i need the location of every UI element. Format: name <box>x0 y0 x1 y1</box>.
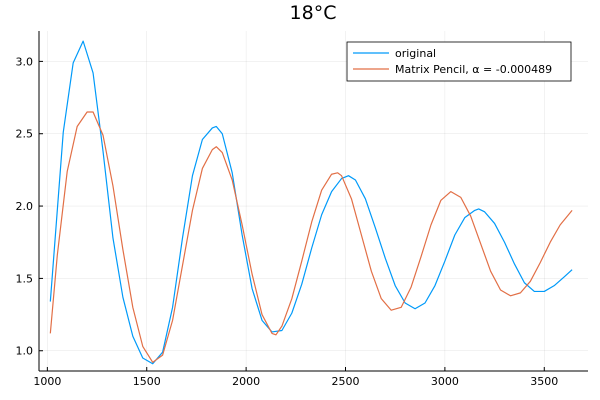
legend-box <box>346 41 572 82</box>
legend-label: original <box>395 47 436 60</box>
x-tick-label: 3000 <box>431 375 459 388</box>
grid-lines <box>39 31 588 371</box>
series-line-matrix-pencil <box>49 111 573 363</box>
y-tick-label: 1.0 <box>16 345 34 358</box>
legend-label: Matrix Pencil, α = -0.000489 <box>395 63 552 76</box>
y-tick-label: 2.5 <box>16 128 34 141</box>
y-tick-label: 1.5 <box>16 272 34 285</box>
y-tick-labels: 1.0 1.5 2.0 2.5 3.0 <box>16 55 34 357</box>
y-tick-label: 3.0 <box>16 55 34 68</box>
x-tick-label: 2500 <box>332 375 360 388</box>
legend: original Matrix Pencil, α = -0.000489 <box>346 41 572 82</box>
x-tick-label: 1000 <box>33 375 61 388</box>
x-tick-label: 1500 <box>133 375 161 388</box>
plot-series <box>49 40 573 365</box>
x-tick-label: 3500 <box>530 375 558 388</box>
y-tick-label: 2.0 <box>16 200 34 213</box>
series-line-original <box>49 40 573 365</box>
axes <box>38 31 588 372</box>
x-tick-label: 2000 <box>232 375 260 388</box>
x-tick-labels: 1000 1500 2000 2500 3000 3500 <box>33 375 558 388</box>
chart-title: 18°C <box>290 2 337 24</box>
